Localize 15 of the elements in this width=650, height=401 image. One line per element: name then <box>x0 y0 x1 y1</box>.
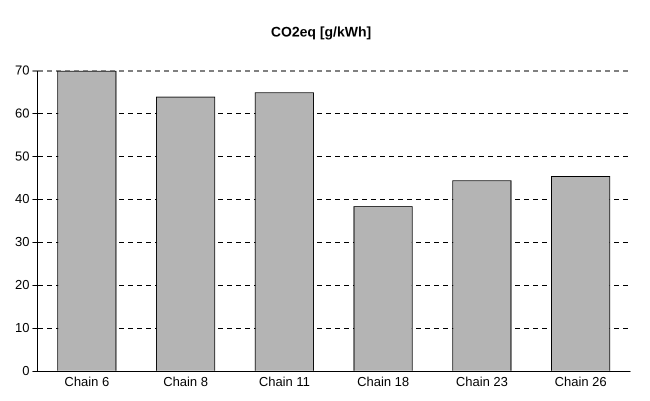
x-tick-label: Chain 23 <box>456 374 508 389</box>
x-tick-label: Chain 6 <box>64 374 110 389</box>
chart-title: CO2eq [g/kWh] <box>270 23 372 40</box>
x-tick-label: Chain 11 <box>258 374 310 389</box>
y-tick-label: 0 <box>22 362 30 378</box>
y-tick-label: 30 <box>14 234 30 250</box>
x-tick-label: Chain 18 <box>357 374 410 389</box>
x-tick-label: Chain 26 <box>554 374 607 389</box>
y-tick-label: 70 <box>14 62 30 78</box>
x-tick-label: Chain 8 <box>163 374 208 389</box>
y-tick-label: 20 <box>14 277 30 292</box>
y-tick-label: 50 <box>14 148 30 164</box>
y-tick-label: 10 <box>14 320 30 336</box>
y-tick-label: 40 <box>14 191 30 206</box>
y-tick-label: 60 <box>14 105 30 120</box>
